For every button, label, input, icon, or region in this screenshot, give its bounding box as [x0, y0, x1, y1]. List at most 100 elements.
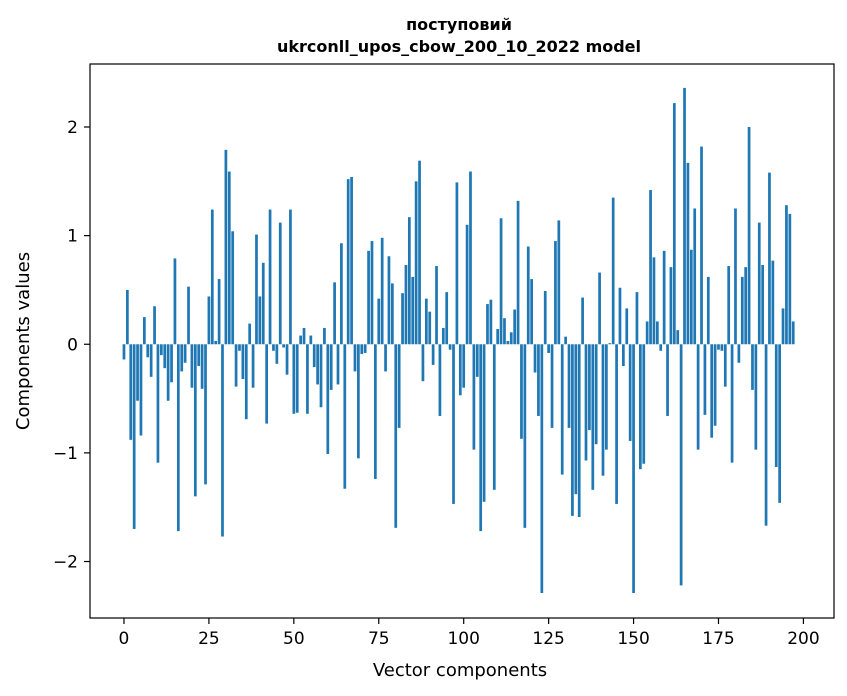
bar-176: [720, 344, 724, 351]
bar-38: [251, 344, 255, 388]
bar-10: [156, 344, 160, 463]
bar-116: [516, 200, 520, 345]
bar-158: [659, 344, 663, 351]
bar-144: [611, 197, 615, 345]
bar-149: [628, 344, 632, 441]
bar-191: [771, 260, 775, 345]
bar-1: [126, 289, 129, 345]
bar-58: [319, 344, 323, 408]
bar-75: [377, 298, 381, 345]
bar-130: [564, 336, 567, 345]
bar-93: [438, 344, 442, 416]
bar-88: [421, 344, 425, 382]
bar-193: [778, 344, 781, 503]
bar-94: [441, 327, 445, 345]
bar-13: [166, 344, 170, 401]
bar-121: [533, 344, 537, 373]
bar-117: [520, 344, 523, 439]
bar-161: [669, 267, 673, 345]
y-tick-label: −2: [53, 553, 78, 573]
bar-44: [272, 344, 275, 351]
bar-145: [615, 344, 618, 504]
bar-6: [143, 317, 146, 345]
x-tick-label: 0: [119, 629, 130, 649]
bar-126: [550, 344, 554, 428]
bar-77: [384, 344, 387, 372]
bar-177: [723, 344, 727, 387]
bar-109: [492, 344, 496, 490]
bar-37: [248, 323, 252, 345]
bar-181: [737, 344, 741, 363]
bar-111: [499, 218, 503, 345]
bar-113: [506, 341, 510, 345]
bar-25: [207, 296, 211, 345]
bar-183: [744, 267, 748, 345]
bar-179: [730, 344, 734, 463]
bar-30: [224, 149, 228, 345]
y-axis-ticks: −2 −1 0 1 2: [53, 118, 90, 573]
bar-180: [734, 208, 737, 345]
bar-84: [407, 217, 411, 345]
bar-169: [696, 344, 700, 450]
bar-136: [584, 344, 588, 461]
bar-142: [605, 344, 608, 450]
bar-192: [774, 344, 778, 468]
bar-9: [153, 306, 156, 345]
bar-163: [676, 330, 680, 345]
bar-18: [183, 344, 187, 363]
bar-92: [435, 266, 438, 345]
bar-87: [418, 160, 421, 345]
bar-82: [401, 293, 404, 345]
bar-63: [336, 344, 340, 385]
x-tick-label: 200: [787, 629, 819, 649]
bar-28: [217, 279, 221, 345]
chart-subtitle: ukrconll_upos_cbow_200_10_2022 model: [277, 37, 641, 56]
bar-178: [727, 266, 731, 345]
bar-148: [625, 308, 629, 345]
x-axis-label: Vector components: [373, 660, 547, 681]
bar-73: [370, 241, 374, 345]
bar-22: [197, 344, 201, 366]
bar-12: [163, 344, 167, 369]
bar-70: [360, 344, 364, 355]
bar-7: [146, 344, 150, 358]
y-tick-label: 2: [67, 118, 78, 138]
x-tick-label: 75: [368, 629, 390, 649]
bar-140: [598, 272, 601, 345]
bar-81: [397, 344, 401, 428]
bar-48: [285, 344, 289, 375]
bar-196: [788, 213, 792, 345]
bar-50: [292, 344, 296, 414]
plot-frame: [89, 63, 835, 619]
bar-129: [560, 344, 564, 475]
bar-160: [666, 344, 669, 416]
bar-69: [357, 344, 360, 459]
bar-8: [149, 344, 153, 377]
bar-171: [703, 344, 707, 415]
bar-47: [282, 344, 285, 348]
bar-110: [496, 329, 500, 345]
bar-125: [547, 344, 550, 353]
bar-65: [343, 344, 347, 489]
bar-102: [469, 171, 472, 345]
bar-83: [404, 264, 408, 345]
bar-55: [309, 335, 313, 345]
bar-49: [289, 209, 292, 345]
bar-156: [652, 257, 656, 345]
bar-2: [129, 344, 133, 440]
x-tick-label: 175: [702, 629, 734, 649]
bar-172: [706, 276, 710, 345]
bar-89: [424, 298, 428, 345]
bar-96: [448, 344, 452, 350]
bar-68: [353, 344, 357, 372]
bar-31: [227, 171, 231, 345]
bar-46: [278, 222, 282, 345]
bar-35: [241, 344, 245, 380]
bar-52: [299, 335, 302, 345]
bar-155: [649, 190, 652, 345]
bar-54: [306, 344, 309, 414]
bar-135: [581, 297, 584, 345]
bar-184: [747, 127, 751, 345]
x-tick-label: 100: [447, 629, 479, 649]
bar-138: [591, 344, 595, 490]
